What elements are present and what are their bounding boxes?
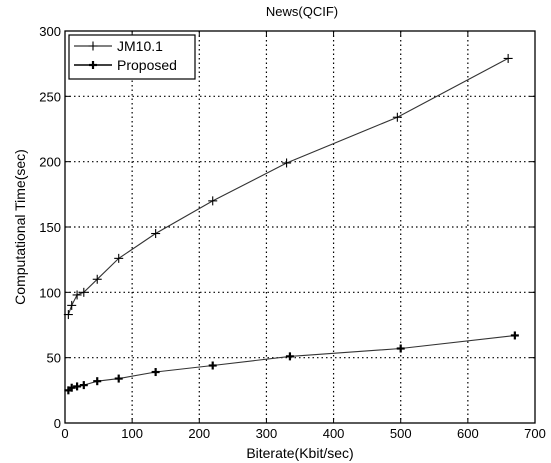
data-point [151,229,161,239]
legend-marker [89,61,97,69]
series-proposed [64,331,519,395]
data-point [208,196,218,206]
data-point [67,300,77,310]
x-tick-label: 0 [61,426,68,441]
legend-item: Proposed [74,57,177,73]
legend-label: JM10.1 [117,38,163,54]
x-axis-label: Biterate(Kbit/sec) [246,445,353,461]
data-point [73,382,82,391]
data-point [63,310,73,320]
data-point [510,331,519,340]
chart-title: News(QCIF) [266,4,338,19]
y-tick-label: 200 [39,155,61,170]
data-point [282,158,292,168]
y-tick-label: 50 [47,351,61,366]
x-tick-label: 100 [121,426,143,441]
legend-label: Proposed [117,57,177,73]
legend-box [68,34,196,80]
series-line [67,57,509,315]
y-tick-label: 250 [39,89,61,104]
data-point [396,344,405,353]
legend: JM10.1 Proposed [68,34,196,80]
y-tick-label: 100 [39,285,61,300]
legend-marker [88,41,98,51]
y-tick-label: 150 [39,220,61,235]
y-tick-label: 0 [54,416,61,431]
axis-ticks: 0 100 200 300 400 500 600 700 0 50 100 150 200 250 300 [39,24,546,441]
data-point [72,290,82,300]
data-point [79,287,89,297]
x-tick-label: 200 [188,426,210,441]
x-tick-label: 400 [323,426,345,441]
data-point [92,274,102,284]
legend-item: JM10.1 [74,38,163,54]
data-point [114,253,124,263]
y-axis-label: Computational Time(sec) [12,149,28,305]
data-point [285,352,294,361]
data-point [93,377,102,386]
data-point [392,112,402,122]
data-point [151,368,160,377]
series-jm10-1 [63,53,513,320]
data-point [79,381,88,390]
data-point [114,374,123,383]
data-point [67,383,76,392]
series [63,53,519,395]
x-tick-label: 500 [390,426,412,441]
series-line [68,334,515,391]
data-point [208,361,217,370]
data-point [503,53,513,63]
y-tick-label: 300 [39,24,61,39]
x-tick-label: 600 [457,426,479,441]
x-tick-label: 300 [256,426,278,441]
x-tick-label: 700 [524,426,546,441]
grid [65,31,535,423]
